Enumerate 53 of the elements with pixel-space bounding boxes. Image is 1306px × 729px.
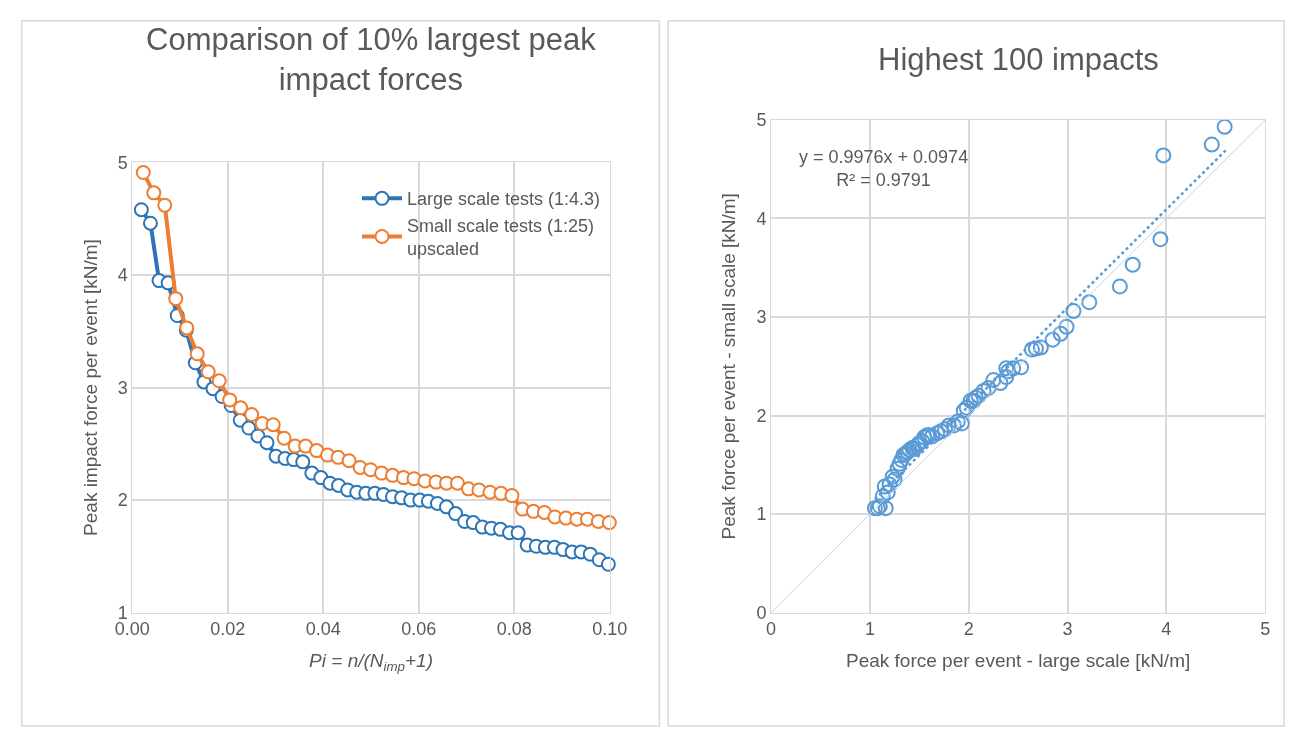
legend-label: Large scale tests (1:4.3) [407,189,601,210]
point [133,202,149,218]
point [504,488,520,504]
chart-title: Highest 100 impacts [878,42,1159,77]
x-tick-label: 1 [864,619,875,640]
point [189,346,205,362]
point [510,525,526,541]
x-tick-label: 0.06 [401,619,437,640]
x-tick-label: 4 [1161,619,1172,640]
point [142,215,158,231]
y-tick-label: 0 [756,602,767,623]
point [601,515,617,531]
point [276,430,292,446]
point [211,373,227,389]
y-tick-label: 1 [756,504,767,525]
point [259,435,275,451]
y-tick-label: 5 [117,152,128,173]
point [309,443,325,459]
point [600,556,616,572]
x-tick-label: 5 [1260,619,1271,640]
point [168,291,184,307]
y-axis-title: Peak force per event - small scale [kN/m] [718,193,740,540]
point [233,400,249,416]
point [200,364,216,380]
chart-title: Comparison of 10% largest peak impact forces [146,22,597,98]
x-tick-label: 0.04 [305,619,341,640]
x-axis-title: Pi = n/(N$_{imp}$+1) [309,650,434,675]
y-tick-label: 3 [756,307,767,328]
point [295,454,311,470]
y-tick-label: 3 [117,377,128,398]
x-tick-label: 3 [1062,619,1073,640]
point [341,453,357,469]
point [135,165,151,181]
y-axis-title: Peak impact force per event [kN/m] [79,239,101,536]
x-tick-label: 0.08 [496,619,532,640]
x-tick-label: 0.02 [210,619,246,640]
point [450,475,465,491]
point [265,417,281,433]
x-axis-title: Peak force per event - large scale [kN/m] [845,650,1191,672]
point [448,506,464,522]
legend-label: Small scale tests (1:25) upscaled [407,215,595,260]
point [222,392,238,408]
y-tick-label: 2 [756,405,767,426]
point [244,407,260,423]
y-tick-label: 4 [117,265,128,286]
x-tick-label: 0.10 [592,619,628,640]
point [146,185,162,201]
y-tick-label: 4 [756,208,767,229]
annotation: y = 0.9976x + 0.0974 R² = 0.9791 [799,147,969,191]
y-tick-label: 5 [756,110,767,131]
y-tick-label: 2 [117,490,128,511]
point [157,197,173,213]
x-tick-label: 2 [963,619,974,640]
